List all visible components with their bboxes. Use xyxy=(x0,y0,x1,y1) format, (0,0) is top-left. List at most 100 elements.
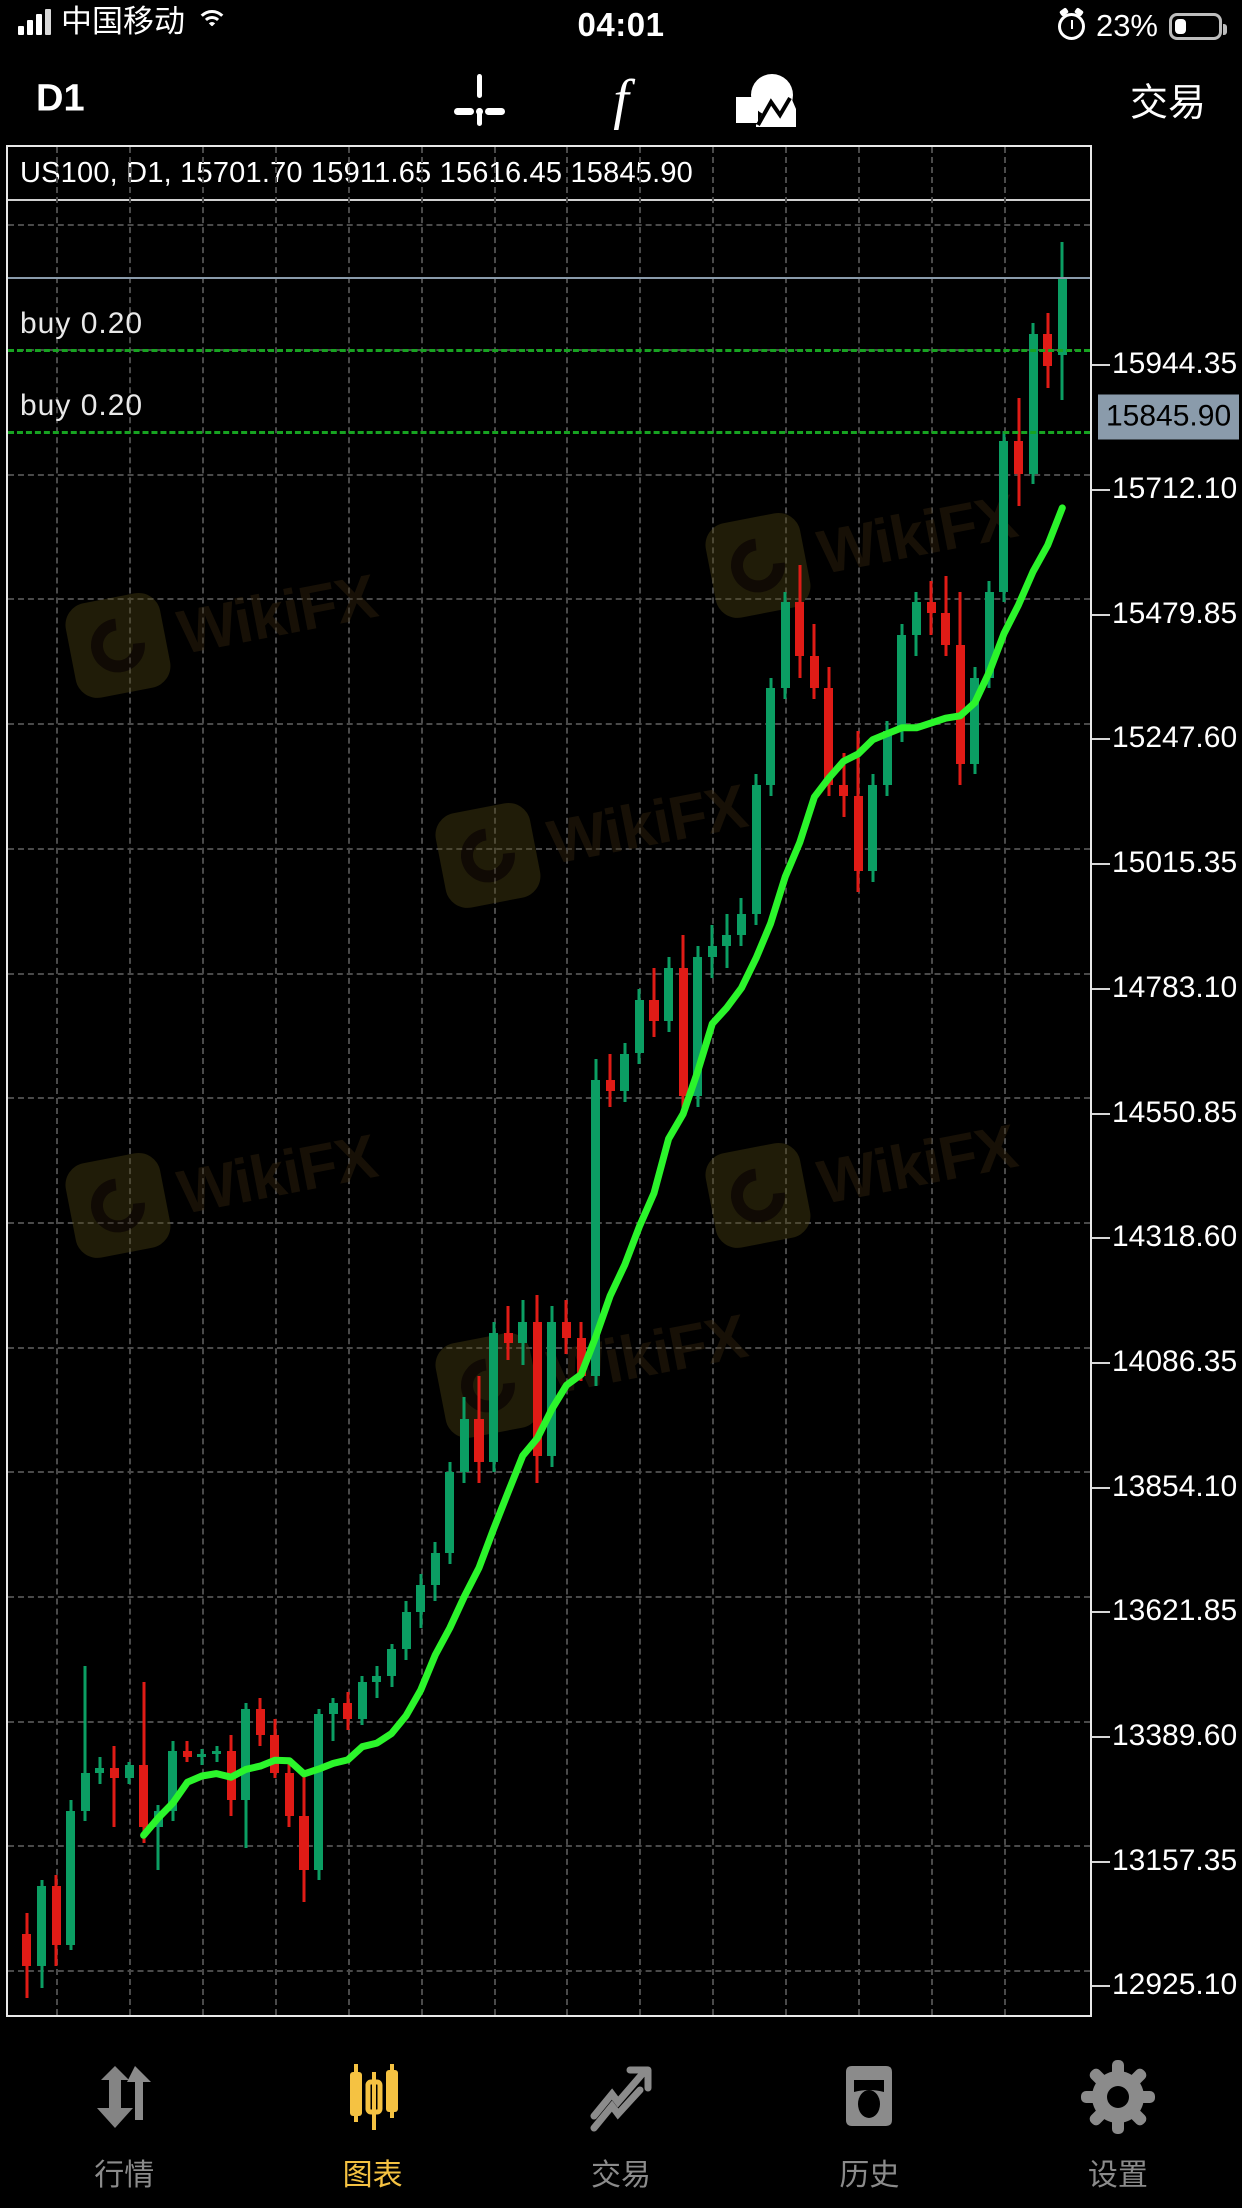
candlestick xyxy=(1014,398,1024,506)
candlestick xyxy=(707,924,717,979)
candlestick xyxy=(1057,241,1067,401)
battery-icon xyxy=(1169,12,1227,40)
candlestick xyxy=(518,1300,528,1365)
candlestick xyxy=(941,575,951,657)
gear-icon xyxy=(1079,2056,1157,2136)
candlestick xyxy=(984,581,994,689)
tab-label: 历史 xyxy=(839,2159,900,2192)
tab-trade[interactable]: 交易 xyxy=(497,2042,745,2208)
current-price-badge[interactable]: 15845.90 xyxy=(1098,394,1240,440)
objects-chart-icon[interactable] xyxy=(721,57,805,141)
moving-average-line xyxy=(140,504,1066,1839)
price-tick xyxy=(1092,1237,1110,1240)
grid-line-vertical xyxy=(347,147,350,2015)
candlestick xyxy=(37,1880,47,1988)
position-level-label[interactable]: buy 0.20 xyxy=(20,307,144,340)
candlestick xyxy=(328,1697,338,1741)
candlestick xyxy=(386,1644,397,1688)
candlestick xyxy=(605,1053,615,1108)
price-tick-label: 14318.60 xyxy=(1112,1220,1238,1254)
price-tick xyxy=(1092,1985,1110,1988)
candlestick xyxy=(532,1295,542,1484)
candlestick xyxy=(299,1772,309,1902)
price-tick xyxy=(1092,613,1110,616)
candlestick xyxy=(445,1461,455,1564)
candlestick xyxy=(824,666,834,796)
price-tick xyxy=(1092,1486,1110,1489)
candlestick xyxy=(343,1692,353,1731)
grid-line-vertical xyxy=(931,147,934,2015)
price-tick xyxy=(1092,863,1110,866)
indicators-f-icon[interactable]: f xyxy=(579,57,663,141)
history-archive-icon xyxy=(830,2056,908,2136)
clock-label: 04:01 xyxy=(577,6,665,43)
price-tick-label: 13389.60 xyxy=(1112,1719,1238,1752)
candlestick xyxy=(664,956,674,1033)
tab-settings[interactable]: 设置 xyxy=(994,2042,1242,2208)
candlestick xyxy=(168,1740,178,1822)
chart-plot[interactable]: US100, D1, 15701.70 15911.65 15616.45 15… xyxy=(6,145,1092,2017)
grid-line-vertical xyxy=(1003,147,1006,2015)
trade-arrow-icon xyxy=(582,2056,660,2136)
candlestick xyxy=(284,1762,294,1827)
position-level-label[interactable]: buy 0.20 xyxy=(20,388,144,422)
candlestick xyxy=(591,1058,601,1387)
tab-label: 行情 xyxy=(94,2159,155,2192)
position-level-line xyxy=(8,430,1090,434)
price-tick-label: 14086.35 xyxy=(1112,1344,1238,1378)
candlestick xyxy=(722,913,732,968)
price-tick-label: 14550.85 xyxy=(1112,1095,1238,1129)
grid-line-vertical xyxy=(201,147,204,2015)
candlestick xyxy=(241,1703,251,1849)
tab-label: 设置 xyxy=(1087,2159,1148,2192)
candlestick xyxy=(780,591,790,700)
candlestick xyxy=(839,752,849,818)
price-tick-label: 15479.85 xyxy=(1112,596,1238,630)
wifi-icon xyxy=(195,9,229,35)
candlestick xyxy=(51,1874,61,1967)
status-bar-right: 23% xyxy=(1057,8,1227,44)
grid-line-vertical xyxy=(712,147,715,2015)
trade-button[interactable]: 交易 xyxy=(1129,82,1206,125)
tab-charts[interactable]: 图表 xyxy=(248,2042,496,2208)
grid-line-horizontal xyxy=(8,847,1090,850)
candlestick xyxy=(853,731,863,893)
price-tick-label: 13854.10 xyxy=(1112,1469,1238,1503)
candlestick xyxy=(649,967,659,1038)
price-tick xyxy=(1092,1361,1110,1364)
candlestick xyxy=(970,666,980,775)
candlestick xyxy=(139,1681,149,1843)
candlestick xyxy=(809,623,819,700)
candlestick xyxy=(124,1762,134,1784)
chart-area[interactable]: US100, D1, 15701.70 15911.65 15616.45 15… xyxy=(0,142,1242,2201)
candlestick xyxy=(736,897,746,947)
price-tick xyxy=(1092,489,1110,491)
grid-line-horizontal xyxy=(8,1221,1090,1224)
candlestick xyxy=(314,1708,324,1881)
candlestick xyxy=(182,1740,192,1763)
crosshair-icon[interactable] xyxy=(437,57,521,141)
candlestick xyxy=(882,720,892,796)
candlestick xyxy=(576,1321,586,1381)
price-tick-label: 12925.10 xyxy=(1112,1968,1238,2002)
price-tick-label: 13157.35 xyxy=(1112,1843,1238,1877)
candlestick xyxy=(911,591,921,657)
alarm-clock-icon xyxy=(1057,12,1085,40)
candlestick xyxy=(95,1756,105,1784)
ohlc-info-bar: US100, D1, 15701.70 15911.65 15616.45 15… xyxy=(8,147,1090,201)
candlestick xyxy=(897,623,907,743)
candlestick xyxy=(547,1305,557,1467)
timeframe-button[interactable]: D1 xyxy=(36,77,85,120)
price-axis[interactable]: 12692.8512925.1013157.3513389.6013621.85… xyxy=(1092,287,1242,2159)
grid-line-vertical xyxy=(566,147,569,2015)
tab-history[interactable]: 历史 xyxy=(745,2042,993,2208)
price-tick xyxy=(1092,738,1110,741)
grid-line-horizontal xyxy=(8,1720,1090,1723)
candlestick xyxy=(926,581,936,635)
svg-text:f: f xyxy=(613,69,636,130)
grid-line-vertical xyxy=(858,147,861,2015)
candlestick xyxy=(255,1697,265,1747)
candlestick xyxy=(634,989,644,1065)
tab-quotes[interactable]: 行情 xyxy=(0,2042,248,2208)
